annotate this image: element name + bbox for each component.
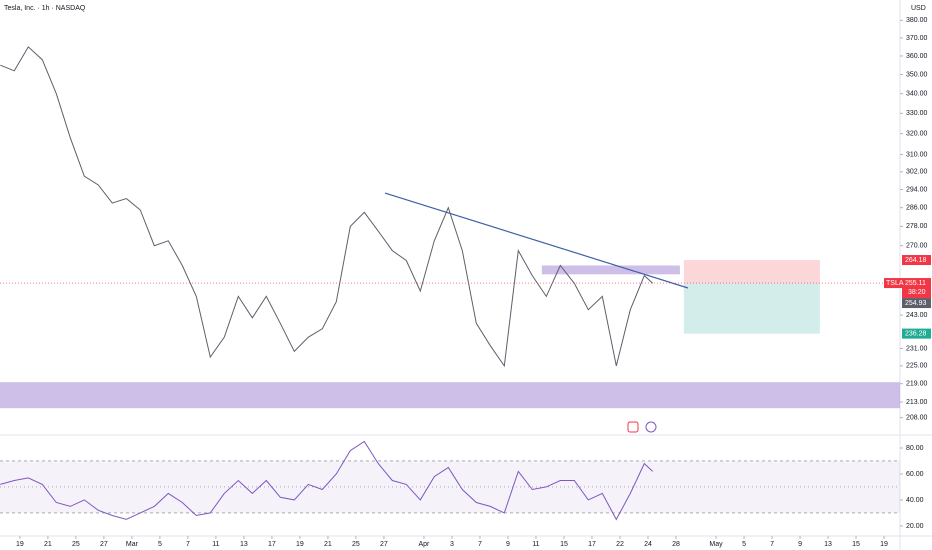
y-tick-label: 360.00 bbox=[906, 53, 928, 60]
x-tick-label: 11 bbox=[532, 541, 539, 548]
stop-label: 264.18 bbox=[905, 257, 927, 264]
entry-bg bbox=[902, 298, 931, 309]
zone bbox=[0, 382, 900, 409]
y-tick-label: 213.00 bbox=[906, 399, 928, 406]
x-tick-label: 28 bbox=[672, 541, 680, 548]
countdown: 38:20 bbox=[908, 289, 926, 296]
target-label: 236.28 bbox=[905, 330, 927, 337]
y-tick-label: 286.00 bbox=[906, 205, 928, 212]
x-tick-label: Mar bbox=[126, 541, 139, 548]
x-tick-label: Apr bbox=[419, 541, 431, 548]
last-price: 255.11 bbox=[905, 280, 926, 287]
y-tick-label: 340.00 bbox=[906, 91, 928, 98]
x-tick-label: 7 bbox=[186, 541, 190, 548]
x-tick-label: 25 bbox=[72, 541, 80, 548]
x-tick-label: 15 bbox=[852, 541, 860, 548]
x-tick-label: 19 bbox=[16, 541, 24, 548]
y-tick-label: 278.00 bbox=[906, 223, 928, 230]
x-tick-label: 25 bbox=[352, 541, 360, 548]
trendline bbox=[384, 192, 689, 289]
x-tick-label: 13 bbox=[240, 541, 248, 548]
zone bbox=[541, 265, 680, 275]
y-tick-label: 231.00 bbox=[906, 345, 928, 352]
x-tick-label: 9 bbox=[506, 541, 510, 548]
y-tick-label: 208.00 bbox=[906, 415, 928, 422]
stop-zone bbox=[683, 260, 820, 284]
x-tick-label: 7 bbox=[770, 541, 774, 548]
x-tick-label: 11 bbox=[212, 541, 219, 548]
series-line bbox=[0, 46, 654, 368]
x-tick-label: 9 bbox=[798, 541, 802, 548]
y-tick-label: 243.00 bbox=[906, 312, 928, 319]
x-tick-label: 15 bbox=[560, 541, 568, 548]
x-tick-label: 19 bbox=[880, 541, 888, 548]
y-tick-label: 320.00 bbox=[906, 130, 928, 137]
y-tick-label: 370.00 bbox=[906, 35, 928, 42]
x-tick-label: 5 bbox=[742, 541, 746, 548]
y-tick-label: 60.00 bbox=[906, 471, 924, 478]
y-tick-label: 80.00 bbox=[906, 445, 924, 452]
x-tick-label: 24 bbox=[644, 541, 652, 548]
earnings-icon bbox=[627, 421, 657, 433]
x-tick-label: 5 bbox=[158, 541, 162, 548]
x-tick-label: 21 bbox=[324, 541, 332, 548]
symbol-bg bbox=[884, 278, 902, 289]
x-tick-label: 22 bbox=[616, 541, 624, 548]
y-tick-label: 302.00 bbox=[906, 169, 928, 176]
y-tick-label: 219.00 bbox=[906, 381, 928, 388]
event-circle bbox=[645, 421, 657, 433]
y-tick-label: 20.00 bbox=[906, 523, 924, 530]
x-tick-label: 17 bbox=[588, 541, 596, 548]
last-price-bg bbox=[902, 278, 931, 299]
y-tick-label: 330.00 bbox=[906, 110, 928, 117]
x-tick-label: 27 bbox=[380, 541, 388, 548]
y-tick-label: 270.00 bbox=[906, 242, 928, 249]
earnings-box bbox=[627, 421, 639, 433]
entry-label: 254.93 bbox=[905, 300, 927, 307]
currency: USD bbox=[911, 5, 926, 12]
y-tick-label: 294.00 bbox=[906, 186, 928, 193]
y-tick-label: 310.00 bbox=[906, 151, 928, 158]
x-tick-label: 17 bbox=[268, 541, 276, 548]
chart-title: Tesla, Inc. · 1h · NASDAQ bbox=[4, 5, 86, 12]
x-tick-label: 21 bbox=[44, 541, 52, 548]
x-tick-label: 3 bbox=[450, 541, 454, 548]
target-label-bg bbox=[902, 328, 931, 339]
symbol-label: TSLA bbox=[886, 280, 904, 287]
stop-label-bg bbox=[902, 255, 931, 266]
x-tick-label: 19 bbox=[296, 541, 304, 548]
y-tick-label: 350.00 bbox=[906, 71, 928, 78]
x-tick-label: 13 bbox=[824, 541, 832, 548]
y-tick-label: 225.00 bbox=[906, 363, 928, 370]
series-line bbox=[0, 440, 654, 521]
x-tick-label: 7 bbox=[478, 541, 482, 548]
target-zone bbox=[683, 283, 820, 334]
y-tick-label: 380.00 bbox=[906, 17, 928, 24]
y-tick-label: 40.00 bbox=[906, 497, 924, 504]
x-tick-label: May bbox=[709, 541, 723, 548]
x-tick-label: 27 bbox=[100, 541, 108, 548]
